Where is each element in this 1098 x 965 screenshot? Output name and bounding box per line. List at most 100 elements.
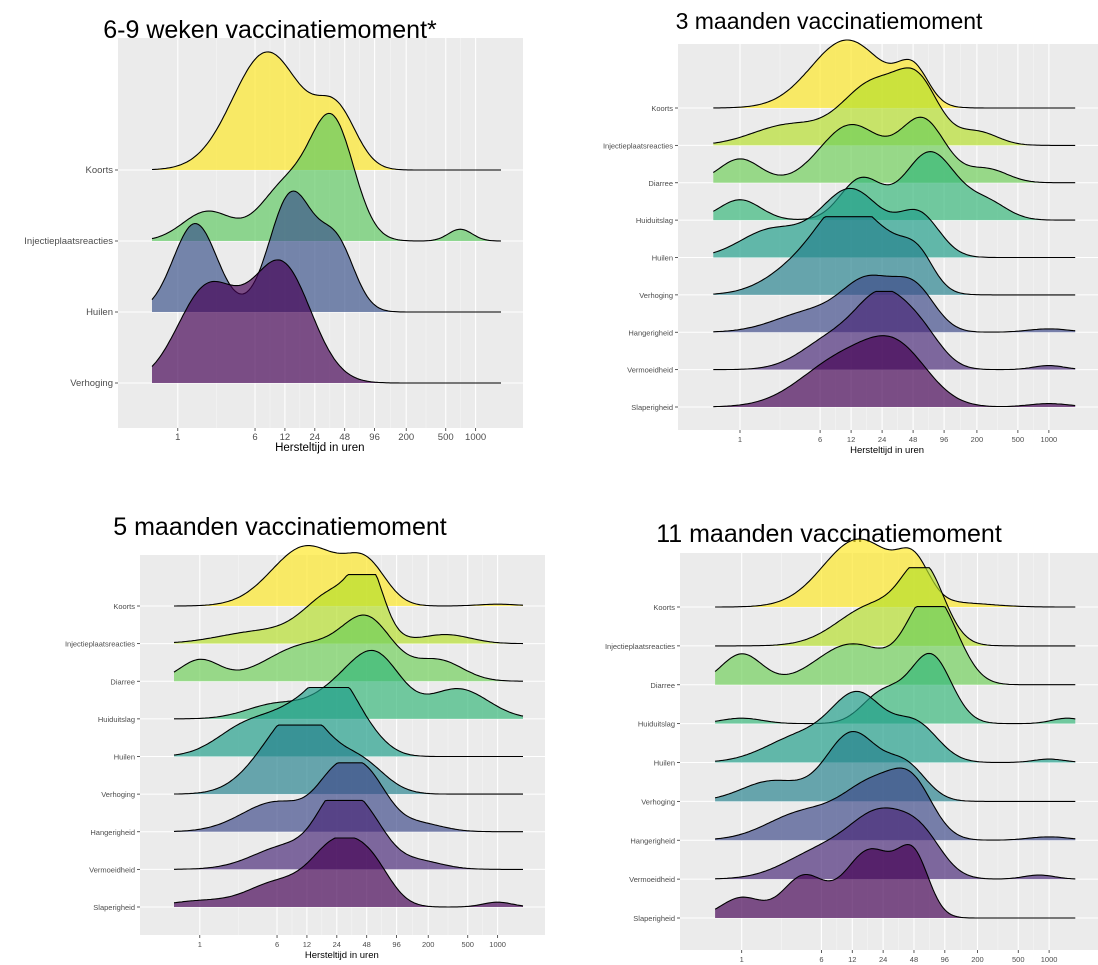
x-axis-title: Hersteltijd in uren <box>305 950 379 961</box>
ridge-area-hangerigheid <box>174 762 523 832</box>
ridge-area-injectieplaatsreacties <box>152 113 501 241</box>
ridge-area-huilen <box>174 687 523 757</box>
x-tick-label: 1000 <box>1041 955 1058 964</box>
ridgeline-chart: Koorts Injectieplaatsreacties Diarree Huidu… <box>605 538 1098 964</box>
ridge-area-huiduitslag <box>713 151 1076 221</box>
ridge-area-verhoging <box>174 725 523 795</box>
ridge-line-diarree <box>714 606 1076 686</box>
ridge-area-huilen <box>152 191 501 312</box>
ridge-area-verhoging <box>152 259 501 383</box>
ridge-line-huilen <box>713 187 1076 259</box>
ridge-line-slaperigheid <box>713 335 1076 408</box>
x-tick-label: 1 <box>175 432 180 443</box>
y-tick-label: Slaperigheid <box>633 914 675 923</box>
ridge-line-slaperigheid <box>173 837 524 908</box>
ridge-line-injectieplaatsreacties <box>713 67 1076 146</box>
x-tick-label: 12 <box>847 435 855 444</box>
x-tick-label: 500 <box>461 940 474 949</box>
y-tick-label: Hangerigheid <box>90 828 135 837</box>
ridgeline-chart: Koorts Injectieplaatsreacties Huilen Verhog… <box>24 38 523 454</box>
ridge-area-huilen <box>715 691 1076 763</box>
x-tick-label: 48 <box>909 435 917 444</box>
x-axis-title: Hersteltijd in uren <box>850 445 924 456</box>
y-tick-label: Koorts <box>651 104 673 113</box>
ridge-line-hangerigheid <box>173 762 523 833</box>
x-tick-label: 500 <box>1012 955 1025 964</box>
x-tick-label: 24 <box>333 940 341 949</box>
ridge-line-huiduitslag <box>713 151 1076 221</box>
ridge-line-hangerigheid <box>713 274 1076 333</box>
ridge-area-diarree <box>174 615 523 682</box>
ridge-line-diarree <box>173 614 523 682</box>
ridge-area-huilen <box>713 188 1076 258</box>
ridgeline-chart: Koorts Injectieplaatsreacties Diarree Huidu… <box>65 545 545 961</box>
ridge-line-injectieplaatsreacties <box>173 574 524 645</box>
y-tick-label: Verhoging <box>639 291 673 300</box>
ridge-line-koorts <box>151 51 501 171</box>
ridge-line-vermoeidheid <box>174 799 523 870</box>
ridge-line-huilen <box>715 690 1076 763</box>
y-tick-label: Huiduitslag <box>638 720 675 729</box>
x-tick-label: 200 <box>971 955 984 964</box>
chart-title: 11 maanden vaccinatiemoment <box>656 520 1002 548</box>
y-tick-label: Injectieplaatsreacties <box>603 141 673 150</box>
y-tick-label: Slaperigheid <box>631 403 673 412</box>
ridge-area-diarree <box>713 117 1076 183</box>
y-tick-label: Koorts <box>86 165 114 176</box>
ridge-line-koorts <box>174 545 524 607</box>
chart-panel-6-9-weken: 6-9 weken vaccinatiemoment* Koorts Inject… <box>0 0 540 470</box>
x-tick-label: 96 <box>941 955 949 964</box>
ridge-line-koorts <box>713 39 1076 109</box>
y-tick-label: Koorts <box>113 602 135 611</box>
ridge-line-huiduitslag <box>715 652 1076 725</box>
ridge-line-huilen <box>173 686 523 758</box>
chart-panel-11-maanden: 11 maanden vaccinatiemoment Koorts Inject… <box>560 515 1098 965</box>
x-tick-label: 96 <box>369 432 380 443</box>
x-tick-label: 1000 <box>489 940 506 949</box>
chart-panel-5-maanden: 5 maanden vaccinatiemoment Koorts Injecti… <box>0 505 560 965</box>
y-tick-label: Slaperigheid <box>93 903 135 912</box>
y-tick-label: Koorts <box>653 603 675 612</box>
y-tick-label: Diarree <box>650 681 675 690</box>
y-tick-label: Vermoeidheid <box>627 366 673 375</box>
y-tick-label: Injectieplaatsreacties <box>605 642 675 651</box>
ridge-line-injectieplaatsreacties <box>151 112 502 242</box>
ridge-area-injectieplaatsreacties <box>713 67 1076 146</box>
x-tick-label: 200 <box>398 432 414 443</box>
chart-panel-3-maanden: 3 maanden vaccinatiemoment Koorts Injecti… <box>560 0 1098 470</box>
y-tick-label: Verhoging <box>641 797 675 806</box>
ridge-area-slaperigheid <box>174 838 523 907</box>
ridge-line-verhoging <box>151 259 501 384</box>
y-tick-label: Huiduitslag <box>98 715 135 724</box>
x-tick-label: 12 <box>303 940 311 949</box>
y-tick-label: Vermoeidheid <box>629 875 675 884</box>
ridge-line-vermoeidheid <box>715 807 1076 880</box>
ridge-line-huiduitslag <box>174 649 524 720</box>
y-tick-label: Diarree <box>110 677 135 686</box>
y-tick-label: Huilen <box>86 307 113 318</box>
ridgeline-chart: Koorts Injectieplaatsreacties Diarree Huidu… <box>603 39 1098 456</box>
ridge-area-verhoging <box>715 731 1076 802</box>
x-tick-label: 500 <box>438 432 454 443</box>
y-tick-label: Hangerigheid <box>628 328 673 337</box>
chart-title: 3 maanden vaccinatiemoment <box>675 8 983 34</box>
x-tick-label: 200 <box>971 435 984 444</box>
ridge-line-diarree <box>713 116 1076 184</box>
ridge-line-huilen <box>151 190 501 313</box>
ridge-line-slaperigheid <box>714 843 1076 919</box>
ridge-area-injectieplaatsreacties <box>174 574 523 644</box>
y-tick-label: Verhoging <box>101 790 135 799</box>
x-tick-label: 1000 <box>1041 435 1058 444</box>
ridge-area-injectieplaatsreacties <box>715 567 1076 646</box>
ridge-area-koorts <box>152 51 501 170</box>
y-tick-label: Diarree <box>648 179 673 188</box>
y-tick-label: Huilen <box>114 753 135 762</box>
ridge-area-huiduitslag <box>715 653 1076 724</box>
y-tick-label: Huilen <box>652 254 673 263</box>
ridge-area-slaperigheid <box>713 335 1076 407</box>
y-tick-label: Injectieplaatsreacties <box>65 640 135 649</box>
ridge-line-koorts <box>715 538 1076 608</box>
chart-title: 5 maanden vaccinatiemoment <box>113 513 447 541</box>
x-tick-label: 6 <box>819 955 823 964</box>
ridge-area-hangerigheid <box>715 768 1076 841</box>
